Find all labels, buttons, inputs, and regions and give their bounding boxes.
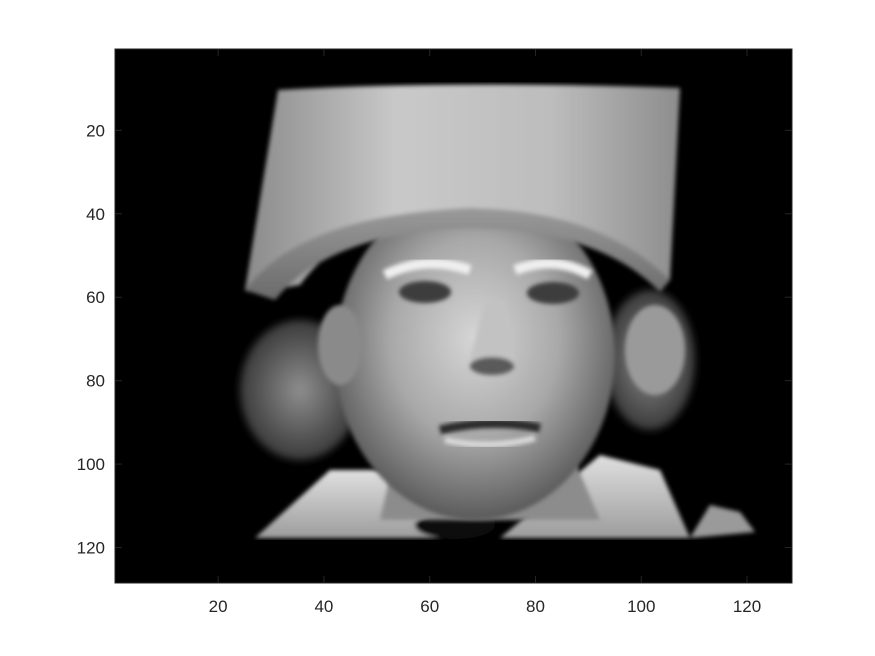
face-photo-image — [115, 49, 792, 583]
y-tick-label: 20 — [86, 121, 105, 140]
x-tick-label: 80 — [526, 597, 545, 616]
y-tick-label: 40 — [86, 205, 105, 224]
y-tick-label: 100 — [77, 455, 105, 474]
x-tick-label: 120 — [733, 597, 761, 616]
x-tick-label: 40 — [314, 597, 333, 616]
y-tick-label: 60 — [86, 288, 105, 307]
y-axis: 20 40 60 80 100 120 — [77, 121, 792, 558]
y-tick-label: 120 — [77, 539, 105, 558]
y-tick-label: 80 — [86, 372, 105, 391]
x-tick-label: 20 — [209, 597, 228, 616]
x-tick-label: 60 — [420, 597, 439, 616]
x-axis: 20 40 60 80 100 120 — [209, 49, 761, 616]
x-tick-label: 100 — [627, 597, 655, 616]
axes-box — [114, 48, 793, 584]
